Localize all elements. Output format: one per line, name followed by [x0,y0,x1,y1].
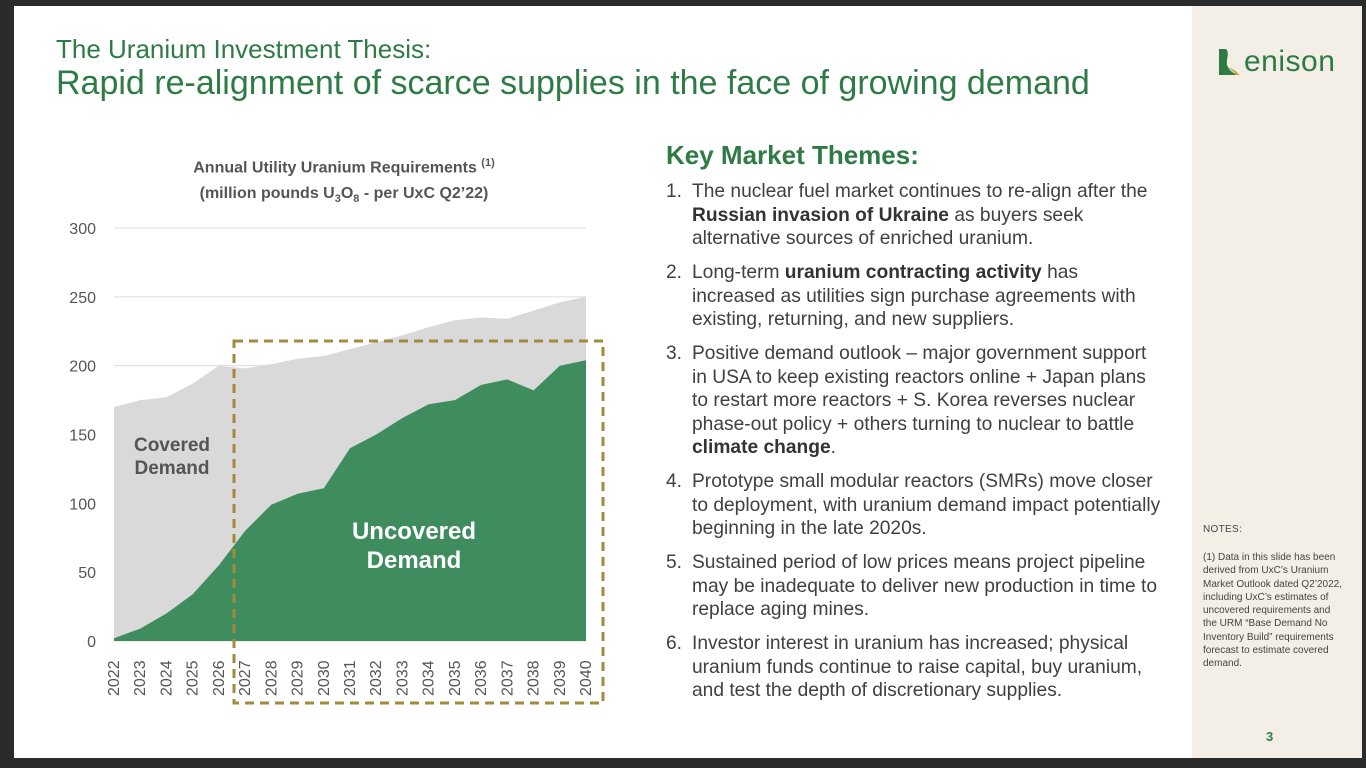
covered-demand-label: Demand [135,458,210,479]
y-tick-label: 50 [78,565,96,582]
x-tick-label: 2027 [237,660,254,696]
x-tick-label: 2024 [158,660,175,696]
slide-subtitle: Rapid re-alignment of scarce supplies in… [56,64,1090,102]
theme-text: has increased as utilities sign purchase… [692,262,1136,330]
denison-logo: enison [1216,42,1335,82]
x-tick-label: 2040 [578,660,595,696]
y-tick-label: 300 [69,221,96,238]
x-tick-label: 2026 [211,660,228,696]
x-tick-label: 2023 [132,660,149,696]
chart-title: Annual Utility Uranium Requirements (1) … [193,157,495,206]
y-tick-label: 150 [69,428,96,445]
x-tick-label: 2035 [447,660,464,696]
x-tick-label: 2030 [316,660,333,696]
logo-text: enison [1244,45,1336,78]
x-tick-label: 2039 [552,660,569,696]
theme-number: 3. [666,343,683,364]
slide-title: The Uranium Investment Thesis: [56,34,432,64]
logo-leaf-icon [1219,49,1240,75]
theme-text: Sustained period of low prices means pro… [692,552,1158,620]
covered-demand-label: Covered [134,435,210,456]
theme-text: Prototype small modular reactors (SMRs) … [692,471,1161,539]
theme-number: 5. [666,552,683,573]
theme-item: 3. Positive demand outlook – major govern… [666,342,1166,460]
theme-item: 6. Investor interest in uranium has incre… [666,632,1166,703]
y-tick-label: 250 [69,290,96,307]
theme-emphasis: uranium contracting activity [784,262,1042,283]
x-tick-label: 2028 [263,660,280,696]
sidebar: enison NOTES: (1) Data in this slide has… [1192,6,1362,758]
uncovered-demand-label: Demand [367,547,462,574]
page-number: 3 [1266,729,1274,744]
theme-item: 4. Prototype small modular reactors (SMRs… [666,470,1166,541]
theme-emphasis: climate change [692,437,831,458]
y-tick-label: 200 [69,359,96,376]
highlight-box [232,339,605,705]
x-tick-label: 2025 [185,660,202,696]
themes-list: 1. The nuclear fuel market continues to r… [666,180,1166,713]
theme-text: Positive demand outlook – major governme… [692,343,1147,435]
notes-text: (1) Data in this slide has been derived … [1203,552,1342,670]
theme-text: . [830,437,836,458]
uncovered-demand-label: Uncovered [352,518,476,545]
uranium-requirements-chart: 300 250 200 150 100 50 0 2022 2023 2024 2025 2026 20… [69,221,605,705]
theme-emphasis: Russian invasion of Ukraine [692,204,949,226]
x-tick-label: 2034 [421,660,438,696]
theme-item: 2. Long-term uranium contracting activity… [666,261,1166,332]
theme-item: 5. Sustained period of low prices means p… [666,551,1166,622]
theme-text: Long-term [692,262,785,283]
themes-title: Key Market Themes: [666,140,919,170]
theme-number: 2. [666,262,683,283]
y-tick-label: 0 [87,634,96,651]
x-tick-label: 2033 [394,660,411,696]
uncovered-demand-area [114,360,586,641]
x-tick-label: 2022 [106,660,123,696]
x-tick-label: 2029 [290,660,307,696]
slide: The Uranium Investment Thesis: Rapid re-… [14,6,1362,758]
theme-text: Investor interest in uranium has increas… [692,633,1143,701]
x-tick-label: 2032 [368,660,385,696]
theme-number: 6. [666,633,683,654]
x-tick-label: 2038 [526,660,543,696]
y-tick-label: 100 [69,496,96,513]
x-tick-label: 2037 [499,660,516,696]
theme-text: as buyers seek alternative sources of en… [692,204,1084,250]
notes-label: NOTES: [1203,524,1243,535]
x-tick-label: 2031 [342,660,359,696]
theme-text: The nuclear fuel market continues to re-… [692,181,1148,202]
theme-number: 4. [666,471,683,492]
theme-item: 1. The nuclear fuel market continues to r… [666,180,1166,251]
x-tick-label: 2036 [473,660,490,696]
theme-number: 1. [666,181,683,202]
